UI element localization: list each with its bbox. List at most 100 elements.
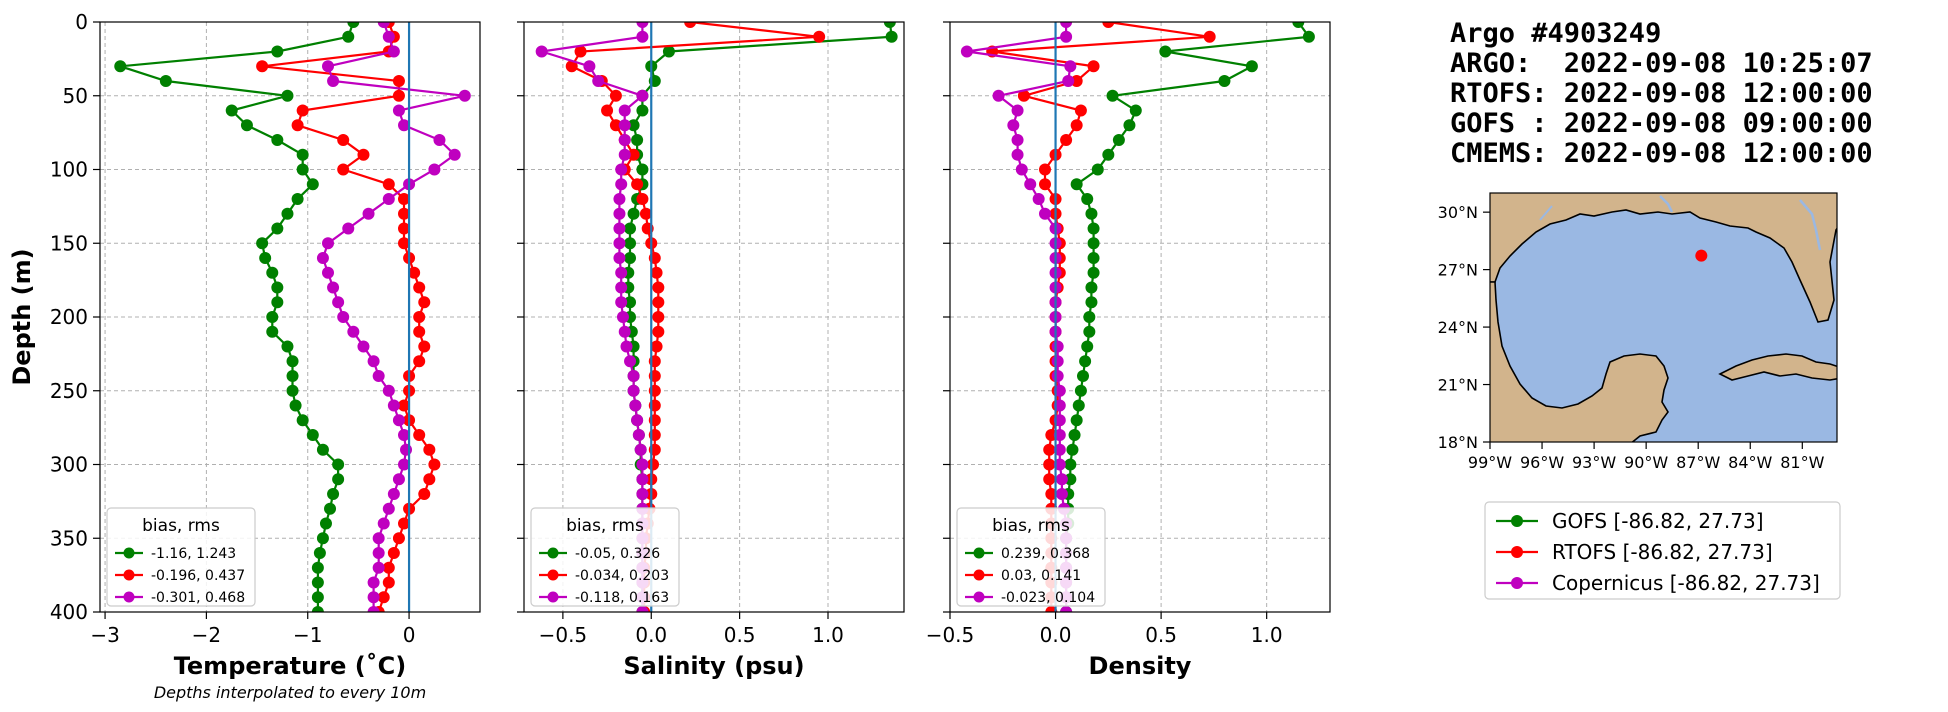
data-point-gofs [1087,237,1100,250]
data-point-rtofs [423,443,436,456]
data-point-gofs [1218,75,1231,87]
data-point-copernicus [613,222,626,235]
data-point-gofs [1070,414,1083,427]
data-point-rtofs [337,163,350,176]
data-point-copernicus [627,384,640,397]
info-line-cmems: CMEMS: 2022-09-08 12:00:00 [1450,138,1873,169]
data-point-gofs [1064,458,1077,471]
data-point-copernicus [592,75,605,87]
main-legend-label-rtofs: RTOFS [-86.82, 27.73] [1552,540,1773,564]
data-point-copernicus [615,178,628,191]
data-point-copernicus [1055,488,1068,500]
panel-legend-entry: -0.118, 0.163 [575,590,669,606]
data-point-gofs [1123,119,1136,132]
map-river [1799,199,1822,251]
data-point-copernicus [322,60,334,73]
data-point-copernicus [327,75,340,87]
x-tick-label: −2 [192,623,221,647]
data-point-rtofs [652,311,665,323]
y-axis-label: Depth (m) [8,248,36,385]
data-point-gofs [662,45,675,58]
x-axis-label: Salinity (psu) [623,652,804,680]
legend-marker-gofs [547,547,559,559]
data-point-rtofs [398,399,410,412]
data-point-copernicus [636,488,649,500]
data-point-copernicus [1060,22,1073,28]
data-point-gofs [636,163,649,176]
data-point-copernicus [613,237,626,250]
data-point-copernicus [636,89,649,102]
data-point-rtofs [392,532,405,545]
data-point-copernicus [615,296,628,309]
data-point-copernicus [387,45,400,58]
data-point-rtofs [652,325,665,338]
data-point-rtofs [392,89,405,102]
data-point-rtofs [387,547,400,559]
x-tick-label: 0.0 [1040,623,1072,647]
data-point-copernicus [1062,75,1075,87]
y-tick-label: 250 [50,379,88,403]
map-lon-label: 96°W [1520,453,1564,472]
data-point-rtofs [1203,30,1216,43]
data-point-gofs [319,517,332,530]
data-point-copernicus [398,429,410,441]
data-point-copernicus [615,281,628,294]
map-lon-label: 99°W [1468,453,1512,472]
data-point-copernicus [615,266,628,279]
data-point-rtofs [1043,473,1056,486]
data-point-gofs [286,355,299,368]
data-point-gofs [1085,296,1098,309]
data-point-gofs [271,134,284,146]
data-point-gofs [311,576,324,589]
panel-legend-entry: -0.301, 0.468 [151,590,245,606]
x-tick-label: 0.5 [724,623,756,647]
x-tick-label: −3 [90,623,119,647]
data-point-copernicus [636,22,649,28]
panel-legend-entry: 0.03, 0.141 [1001,568,1081,584]
data-point-copernicus [618,134,631,146]
data-point-gofs [281,207,294,220]
y-tick-label: 50 [63,84,88,108]
x-tick-label: 1.0 [1251,623,1283,647]
data-point-copernicus [618,119,631,132]
data-point-copernicus [392,473,405,486]
data-point-copernicus [448,148,461,161]
panel-legend-title: bias, rms [142,516,220,536]
map-river [1539,205,1553,221]
data-point-gofs [316,443,329,456]
data-point-rtofs [652,281,665,294]
data-point-gofs [1106,89,1119,102]
data-point-rtofs [650,266,663,279]
map-lat-label: 24°N [1438,318,1478,337]
data-point-copernicus [1053,443,1066,456]
data-point-gofs [286,384,299,397]
data-point-rtofs [296,104,309,117]
data-point-gofs [1079,355,1092,368]
data-point-gofs [311,591,324,604]
data-point-copernicus [1053,384,1066,397]
map-lon-label: 93°W [1572,453,1616,472]
data-point-copernicus [458,89,471,102]
data-point-gofs [624,252,637,264]
data-point-rtofs [601,104,614,117]
map-frame [1489,192,1838,443]
data-point-copernicus [632,429,645,441]
data-point-gofs [266,311,279,323]
legend-marker-rtofs [547,569,559,581]
data-point-copernicus [620,340,633,353]
data-point-rtofs [1043,443,1056,456]
data-point-gofs [636,104,649,117]
data-point-gofs [271,45,284,58]
data-point-gofs [1070,178,1083,191]
data-point-copernicus [636,458,649,471]
data-point-rtofs [1070,119,1083,132]
data-point-copernicus [367,606,380,612]
data-point-rtofs [650,340,663,353]
data-point-rtofs [413,429,426,441]
data-point-copernicus [322,266,334,279]
legend-marker-copernicus [123,591,135,603]
data-point-gofs [624,296,637,309]
data-point-gofs [240,119,253,132]
x-axis-label: Density [1089,652,1192,680]
data-point-copernicus [382,502,395,515]
